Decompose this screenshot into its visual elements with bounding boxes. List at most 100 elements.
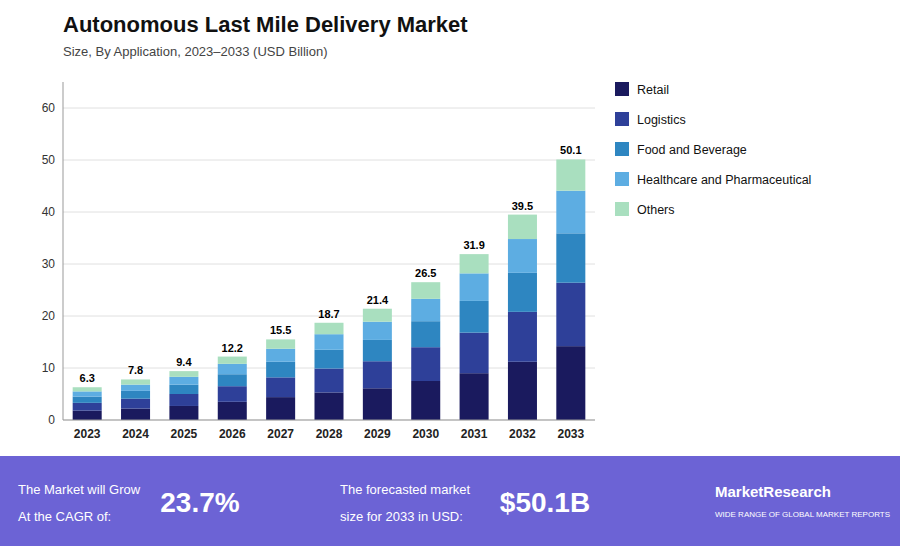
total-label: 18.7 [318,308,339,320]
bar-segment [508,215,537,239]
bar-segment [411,347,440,381]
y-axis-line [63,82,64,420]
legend-swatch [615,112,629,126]
bar-segment [266,339,295,348]
bar-segment [266,349,295,362]
bar-segment [169,377,198,385]
x-tick-label: 2023 [74,427,101,441]
grid-line [63,108,595,109]
bar-segment [314,334,343,350]
bar-segment [363,340,392,361]
legend: RetailLogisticsFood and BeverageHealthca… [615,82,811,217]
subtitle: Size, By Application, 2023–2033 (USD Bil… [63,44,327,59]
bar-segment [73,387,102,391]
legend-swatch [615,202,629,216]
bar-segment [508,239,537,273]
bar-segment [508,273,537,312]
bar-segment [508,362,537,420]
bar-segment [411,321,440,347]
bar-segment [460,273,489,301]
y-tick-label: 50 [42,153,56,167]
chart: Autonomous Last Mile Delivery Market Size… [0,0,900,546]
legend-label: Others [637,203,675,217]
bar-segment [218,374,247,386]
bar-segment [556,283,585,346]
bar-segment [218,364,247,374]
legend-label: Food and Beverage [637,143,747,157]
bar-segment [556,159,585,190]
bar-segment [169,371,198,377]
legend-label: Logistics [637,113,686,127]
bar-segment [460,301,489,333]
x-axis-line [63,420,595,421]
bar-segment [73,403,102,411]
x-tick-label: 2028 [316,427,343,441]
x-tick-label: 2026 [219,427,246,441]
grid-line [63,420,595,421]
title: Autonomous Last Mile Delivery Market [63,12,468,37]
bar-segment [411,299,440,321]
bar-segment [121,399,150,409]
footer-text: The Market will Grow [18,482,141,497]
bar-segment [556,346,585,420]
x-tick-label: 2027 [267,427,294,441]
bar-segment [363,309,392,322]
y-tick-label: 30 [42,257,56,271]
bar-segment [73,391,102,396]
x-tick-label: 2024 [122,427,149,441]
total-label: 7.8 [128,364,143,376]
footer-text: The forecasted market [340,482,470,497]
bar-segment [460,254,489,273]
bar-segment [266,377,295,397]
bar-segment [411,381,440,420]
footer-text: size for 2033 in USD: [340,509,463,524]
x-tick-label: 2030 [412,427,439,441]
bar-segment [73,411,102,420]
bar-segment [363,361,392,388]
bar-segment [73,397,102,403]
bar-segment [363,322,392,340]
bar-segment [556,191,585,234]
bars [73,159,586,420]
bar-segment [218,357,247,364]
bar-segment [169,394,198,406]
legend-swatch [615,82,629,96]
y-tick-label: 20 [42,309,56,323]
bar-segment [556,233,585,282]
total-label: 21.4 [367,294,389,306]
bar-segment [169,406,198,420]
total-label: 50.1 [560,144,581,156]
bar-segment [121,391,150,399]
legend-swatch [615,142,629,156]
footer-text: MarketResearch [715,483,831,500]
bar-segment [218,402,247,420]
x-tick-label: 2031 [461,427,488,441]
legend-swatch [615,172,629,186]
bar-segment [314,350,343,369]
total-label: 9.4 [176,356,192,368]
y-tick-label: 40 [42,205,56,219]
x-tick-label: 2032 [509,427,536,441]
grid-line [63,212,595,213]
footer-text: WIDE RANGE OF GLOBAL MARKET REPORTS [715,510,890,519]
total-label: 12.2 [222,342,243,354]
bar-segment [314,323,343,334]
footer-text: At the CAGR of: [18,509,111,524]
total-label: 15.5 [270,324,291,336]
bar-segment [169,385,198,394]
bar-segment [363,388,392,420]
bar-segment [508,312,537,362]
bar-segment [121,385,150,391]
grid [63,108,595,420]
footer-text: 23.7% [160,487,239,518]
bar-segment [266,397,295,420]
y-tick-label: 10 [42,361,56,375]
x-tick-label: 2033 [557,427,584,441]
grid-line [63,160,595,161]
x-tick-label: 2025 [171,427,198,441]
total-label: 31.9 [463,239,484,251]
bar-segment [218,386,247,402]
bar-segment [411,282,440,299]
legend-label: Retail [637,83,669,97]
total-label: 6.3 [80,372,95,384]
